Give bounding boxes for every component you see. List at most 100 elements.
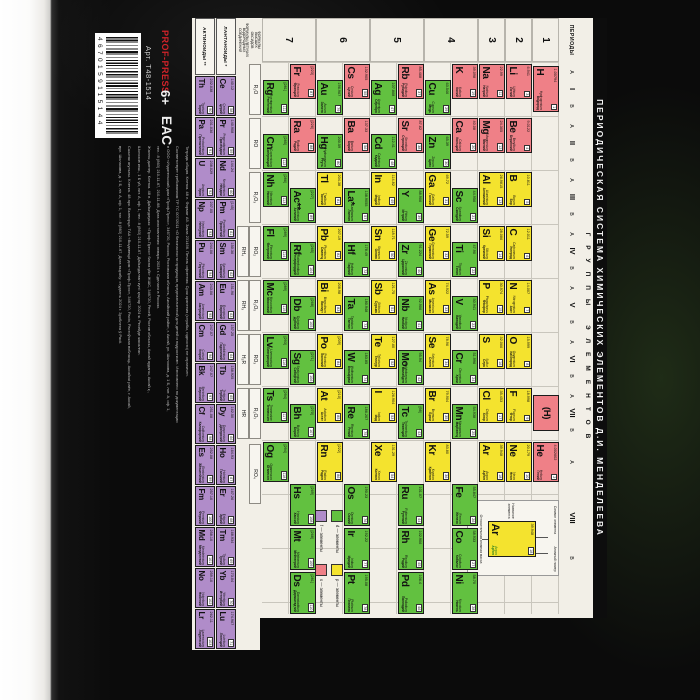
element-symbol: B	[507, 174, 518, 182]
element-number: 101	[208, 557, 213, 564]
element-cell: [293] 116 Lv Livermorium Ливерморий	[263, 334, 289, 369]
element-symbol: Ho	[218, 447, 227, 458]
sample-label-name: Название элемента	[507, 503, 515, 519]
element-symbol: V	[453, 298, 464, 305]
element-mass: 196.967	[337, 82, 342, 97]
element-mass: [269]	[310, 486, 315, 495]
element-names: Hydrargyrum Ртуть	[319, 148, 328, 167]
subgroup-b-label: В	[568, 556, 574, 560]
element-cell: [286] 113 Nh Nihonium Нихоний	[263, 172, 289, 207]
element-mass: 192.22	[364, 530, 369, 543]
element-mass: [209]	[337, 336, 342, 345]
element-number: 22	[471, 269, 476, 274]
element-cell: (H)	[533, 395, 559, 431]
element-cell: 174.967 71 Lu Lutetium Лютеций	[216, 609, 236, 649]
element-names: Magnesium Магний	[481, 134, 490, 151]
element-mass: 190.23	[364, 486, 369, 499]
element-names: Niobium Ниобий	[400, 316, 409, 329]
element-names: Hydrogenium Водород	[535, 90, 544, 110]
element-mass: [268]	[310, 298, 315, 307]
group-numeral: VIII	[568, 512, 577, 524]
element-names: Neodymium Неодим	[218, 178, 227, 196]
element-mass: [285]	[283, 136, 288, 145]
subgroup-b-label: В	[568, 266, 574, 270]
legend-colour-swatch	[315, 510, 327, 522]
element-cell: [285] 112 Cn Copernicium Коперниций	[263, 134, 289, 169]
element-cell: 72.59 32 Ge Germanium Германий	[425, 226, 451, 261]
element-number: 3	[525, 93, 530, 96]
element-symbol: Ni	[453, 574, 464, 584]
element-names: Americium Америций	[197, 302, 206, 319]
element-cell: 44.956 21 Sc Scandium Скандий	[452, 188, 478, 223]
element-number: 79	[336, 107, 341, 112]
element-cell: [269] 108 Hs Hassium Хассий	[290, 484, 316, 526]
element-symbol: Hf	[345, 244, 356, 255]
element-number: 62	[229, 272, 234, 277]
element-symbol: Cl	[480, 390, 491, 400]
element-number: 106	[309, 375, 314, 382]
element-symbol: Tm	[218, 529, 227, 541]
element-cell: 140.908 59 Pr Praseodymium Празеодим	[216, 117, 236, 157]
element-symbol: Nh	[264, 174, 275, 188]
element-cell: [265] 104 Rf Rutherfordium Резерфордий	[290, 242, 316, 277]
subgroup-b-label: В	[568, 320, 574, 324]
element-names: Neptunium Нептуний	[197, 221, 206, 237]
element-symbol: Tb	[218, 365, 227, 375]
element-cell: 9.0122 4 Be Beryllium Бериллий	[506, 118, 532, 153]
element-names: Nitrogenium Азот	[508, 295, 517, 313]
element-cell: 51.996 24 Cr Chromium Хром	[452, 350, 478, 385]
element-cell: 91.224 40 Zr Zirconium Цирконий	[398, 242, 424, 277]
element-symbol: In	[372, 174, 383, 183]
element-number: 16	[498, 361, 503, 366]
element-number: 56	[363, 145, 368, 150]
element-cell: 85.468 37 Rb Rubidium Рубидий	[398, 64, 424, 99]
element-names: Fluorum Фтор	[508, 409, 517, 421]
element-names: Plumbum Свинец	[319, 245, 328, 259]
element-mass: [281]	[283, 82, 288, 91]
element-names: Ferrum Железо	[454, 511, 463, 524]
element-cell: [294] 117 Ts Tennessine Теннессин	[263, 388, 289, 423]
element-cell: 243.06 95 Am Americium Америций	[195, 281, 215, 321]
element-number: 29	[444, 107, 449, 112]
subgroup-b-label: В	[568, 158, 574, 162]
element-cell: 50.941 23 V Vanadium Ванадий	[452, 296, 478, 331]
element-mass: 91.224	[418, 244, 423, 257]
element-mass: 74.922	[445, 282, 450, 295]
oxide-formula-cell: R₂O	[249, 64, 261, 115]
element-names: Titanium Титан	[454, 262, 463, 275]
element-cell: 127.60 52 Te Tellurium Теллур	[371, 334, 397, 369]
element-names: Lanthanum Лантан	[346, 204, 355, 221]
element-cell: 157.25 64 Gd Gadolinium Гадолиний	[216, 322, 236, 362]
actinides-row-label: АКТИНОИДЫ **	[195, 18, 215, 75]
element-names: Zirconium Цирконий	[400, 259, 409, 275]
element-symbol: N	[507, 282, 518, 290]
element-number: 33	[444, 307, 449, 312]
element-number: 91	[208, 149, 213, 154]
element-mass: 32.066	[499, 336, 504, 349]
subgroup-b-label: В	[568, 428, 574, 432]
fine-print-line: Жалпы дәптер. Клетка. 48 п. Дайындаушы: …	[146, 146, 152, 393]
element-cell: 28.086 14 Si Silicium Кремний	[479, 226, 505, 261]
element-names: Chlorum Хлор	[481, 408, 490, 421]
element-symbol: As	[426, 282, 437, 295]
element-number: 85	[336, 415, 341, 420]
element-mass: 20.179	[526, 444, 531, 457]
hydrides-row-label: ФОРМУЛЫ ЛЕТУЧИХ ВОДОРОДНЫХ СОЕДИНЕНИЙ	[237, 22, 250, 58]
element-number: 92	[208, 190, 213, 195]
element-cell: [227] 89 Ac** Actinium Актиний	[290, 188, 316, 223]
element-cell: 112.41 48 Cd Cadmium Кадмий	[371, 134, 397, 169]
element-number: 48	[390, 161, 395, 166]
element-mass: 231.036	[209, 119, 214, 134]
element-names: Nobelium Нобелий	[197, 591, 206, 606]
element-mass: 258.10	[209, 529, 214, 542]
element-cell: 151.96 63 Eu Europium Европий	[216, 281, 236, 321]
element-number: 49	[390, 199, 395, 204]
element-symbol: Ds	[291, 574, 302, 587]
element-cell: 118.71 50 Sn Stannum Олово	[371, 226, 397, 261]
element-number: 28	[471, 606, 476, 611]
element-cell: 88.906 39 Y Yttrium Иттрий	[398, 188, 424, 223]
element-mass: 252.08	[209, 447, 214, 460]
element-names: Livermorium Ливерморий	[265, 346, 274, 367]
oxides-row-label: ФОРМУЛЫ ВЫСШИХ ОКСИДОВ	[249, 31, 262, 49]
element-symbol: Kr	[426, 444, 437, 456]
